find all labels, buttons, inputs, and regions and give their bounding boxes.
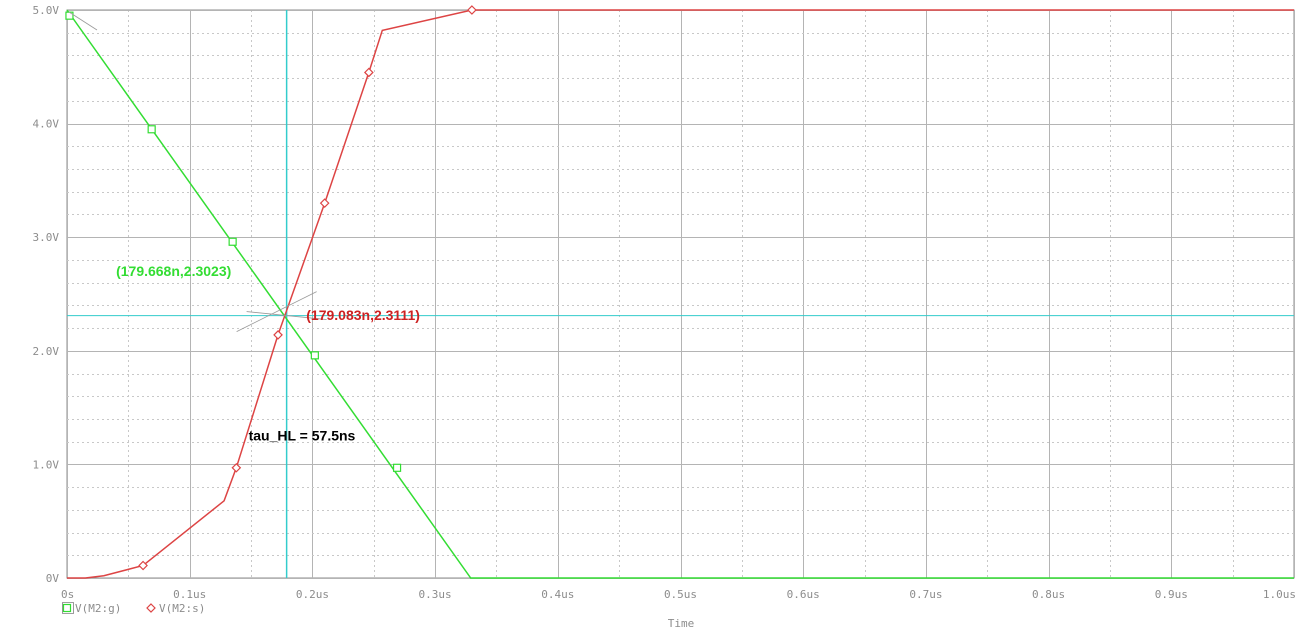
data-point-square — [310, 351, 319, 360]
cursor-layer — [67, 10, 1294, 578]
data-point-diamond — [363, 67, 374, 78]
legend: V(M2:g) V(M2:s) — [62, 602, 205, 615]
x-tick-label: 0.7us — [909, 588, 942, 601]
annotation-leader — [236, 291, 317, 332]
x-tick-label: 1.0us — [1263, 588, 1296, 601]
y-tick-label: 3.0V — [33, 231, 60, 244]
legend-focus-box — [62, 602, 74, 614]
data-point-diamond — [273, 330, 283, 340]
annotation-leader — [68, 11, 98, 31]
data-point-square — [147, 125, 156, 134]
series-layer — [65, 5, 1294, 579]
x-tick-label: 0.4us — [541, 588, 574, 601]
data-point-square — [228, 237, 237, 246]
x-tick-label: 0.1us — [173, 588, 206, 601]
legend-label: V(M2:g) — [75, 602, 121, 615]
annotation-layer: (179.668n,2.3023) (179.083n,2.3111) tau_HL… — [68, 11, 420, 444]
x-tick-label: 0.6us — [787, 588, 820, 601]
axis-layer: 0s 0.1us 0.2us 0.3us 0.4us 0.5us 0.6us 0.7us 0.8… — [33, 4, 1297, 601]
x-tick-label: 0.8us — [1032, 588, 1065, 601]
x-tick-label: 0.9us — [1155, 588, 1188, 601]
legend-marker-square — [62, 603, 72, 613]
y-tick-label: 5.0V — [33, 4, 60, 17]
series-line-vg — [66, 9, 1294, 579]
cursor-annotation-3: tau_HL = 57.5ns — [249, 428, 356, 444]
y-tick-label: 1.0V — [33, 458, 60, 471]
x-axis-label: Time — [668, 617, 695, 630]
x-tick-label: 0.2us — [296, 588, 329, 601]
legend-marker-diamond — [146, 603, 156, 613]
cursor-annotation-1: (179.668n,2.3023) — [116, 263, 231, 279]
data-point-square — [392, 463, 402, 472]
data-point-diamond — [467, 5, 477, 15]
data-point-diamond — [138, 560, 148, 571]
data-point-diamond — [231, 462, 242, 473]
data-point-diamond — [319, 198, 330, 208]
y-tick-label: 0V — [46, 572, 60, 585]
y-tick-label: 2.0V — [33, 345, 60, 358]
x-tick-label: 0.5us — [664, 588, 697, 601]
legend-label: V(M2:s) — [159, 602, 205, 615]
x-tick-label: 0s — [61, 588, 74, 601]
cursor-annotation-2: (179.083n,2.3111) — [306, 307, 420, 323]
x-tick-label: 0.3us — [419, 588, 452, 601]
annotation-leader — [246, 311, 327, 320]
series-line-vs — [67, 9, 1294, 579]
data-point-square — [65, 11, 74, 20]
y-tick-label: 4.0V — [33, 118, 60, 131]
